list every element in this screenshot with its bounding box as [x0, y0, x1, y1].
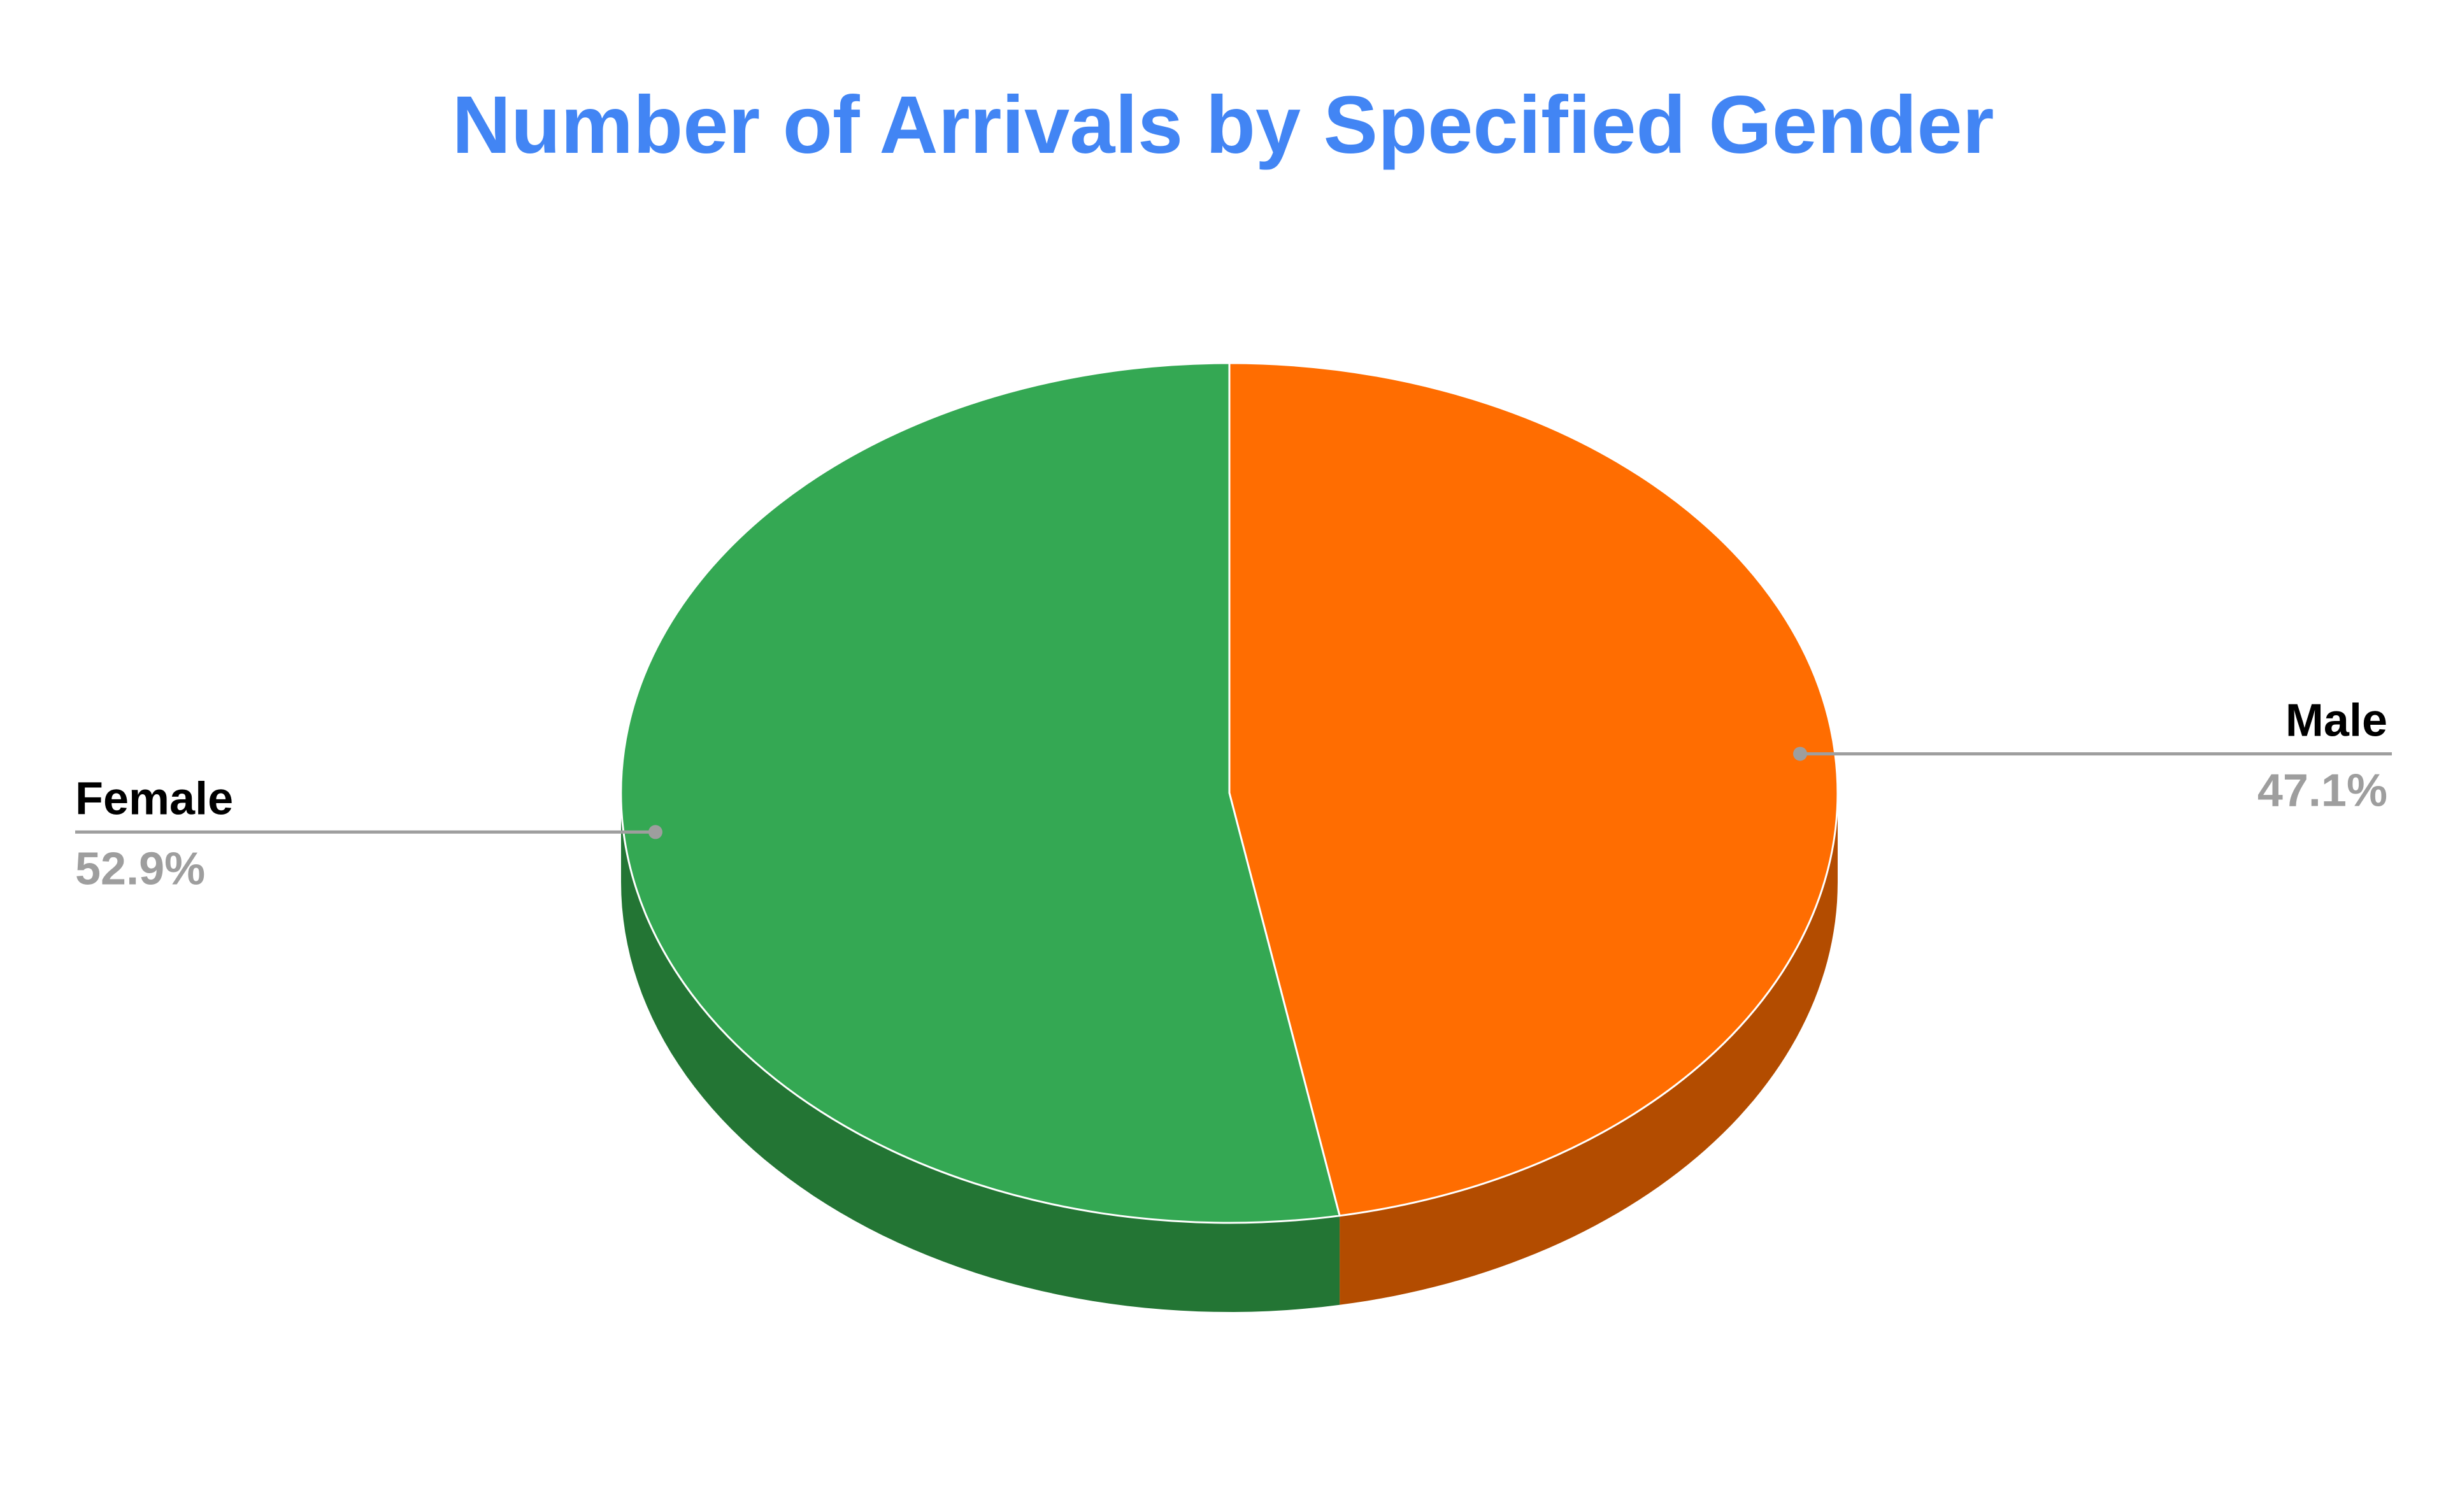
pie-slices: [620, 362, 1839, 1224]
pie-sides: [621, 793, 1838, 1312]
leader-dot-male: [1793, 746, 1808, 761]
leader-dot-female: [648, 825, 662, 839]
slice-percent-female: 52.9%: [75, 843, 205, 894]
chart-title: Number of Arrivals by Specified Gender: [452, 80, 1994, 171]
pie-side-male: [1340, 793, 1838, 1305]
pie-labels: Male 47.1% Female 52.9%: [75, 695, 2392, 894]
pie-side-female: [621, 793, 1340, 1312]
slice-label-female: Female: [75, 773, 233, 824]
slice-percent-male: 47.1%: [2257, 766, 2387, 817]
slice-label-male: Male: [2285, 695, 2387, 746]
